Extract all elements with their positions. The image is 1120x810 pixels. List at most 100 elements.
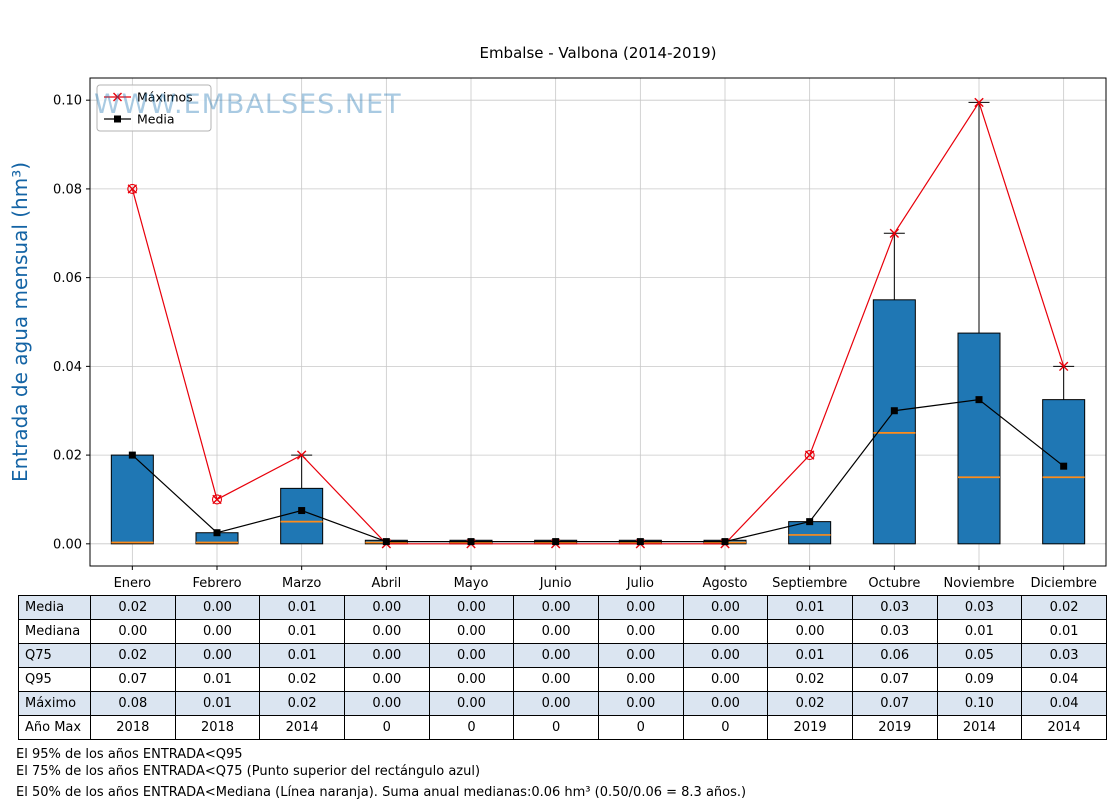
table-cell: 0.00: [90, 619, 176, 644]
plot-border: [89, 77, 1107, 567]
x-tick-label: Noviembre: [944, 576, 1015, 591]
table-cell: 0: [513, 715, 599, 740]
table-cell: 2019: [767, 715, 853, 740]
table-cell: 0.00: [343, 595, 430, 620]
table-cell: 0.00: [428, 691, 515, 716]
table-cell: 0.02: [90, 595, 176, 620]
square-marker: [975, 396, 983, 404]
table-cell: 0.00: [428, 643, 515, 668]
table-cell: 0.01: [767, 595, 853, 620]
x-tick-label: Septiembre: [772, 576, 847, 591]
table-cell: 0.01: [936, 619, 1023, 644]
x-marker: [127, 184, 138, 194]
x-marker: [889, 228, 900, 238]
x-tick-label: Julio: [626, 576, 654, 591]
square-marker: [467, 538, 475, 546]
y-tick-label: 0.08: [53, 182, 82, 197]
legend-label: Media: [137, 112, 175, 127]
table-cell: 2019: [851, 715, 938, 740]
table-cell: 0.07: [851, 691, 938, 716]
table-cell: 2014: [259, 715, 345, 740]
table-cell: 0.00: [343, 619, 430, 644]
y-tick-label: 0.02: [53, 449, 82, 464]
flier-marker: [127, 183, 138, 194]
x-marker: [212, 494, 222, 505]
row-label: Q95: [18, 667, 91, 692]
table-cell: 0.00: [597, 595, 684, 620]
boxplot-chart: 0.00 0.02 0.04 0.06 0.08 0.10 Enero Febrero Marz…: [8, 44, 1107, 591]
table-cell: 0.00: [513, 691, 599, 716]
table-cell: 0.00: [513, 667, 599, 692]
x-tick-label: Mayo: [454, 576, 489, 591]
table-cell: 0.00: [428, 667, 515, 692]
stats-table: Media 0.02 0.00 0.01 0.00 0.00 0.00 0.00 0.00 0.0…: [18, 595, 1107, 740]
table-cell: 0.00: [597, 619, 684, 644]
table-cell: 0.02: [767, 667, 853, 692]
watermark-text: WWW.EMBALSES.NET: [94, 89, 402, 120]
table-row: Máximo 0.08 0.01 0.02 0.00 0.00 0.00 0.00 0.00 0.…: [18, 691, 1107, 716]
row-label: Media: [18, 595, 91, 620]
table-cell: 0.00: [597, 643, 684, 668]
square-marker: [298, 507, 306, 515]
table-cell: 0.10: [936, 691, 1023, 716]
y-axis-label: Entrada de agua mensual (hm³): [8, 162, 32, 482]
square-marker: [806, 518, 814, 526]
plot-area: 0.00 0.02 0.04 0.06 0.08 0.10 Enero Febrero Marz…: [53, 77, 1107, 591]
table-cell: 0.01: [259, 643, 345, 668]
table-row: Año Max 2018 2018 2014 0 0 0 0 0 2019 2019 2014 2014: [18, 715, 1107, 740]
table-cell: 0.03: [936, 595, 1023, 620]
table-row: Q75 0.02 0.00 0.01 0.00 0.00 0.00 0.00 0.00 0.01 0…: [18, 643, 1107, 668]
table-row: Media 0.02 0.00 0.01 0.00 0.00 0.00 0.00 0.00 0.0…: [18, 595, 1107, 620]
y-tick-label: 0.10: [53, 94, 82, 109]
table-cell: 0: [682, 715, 769, 740]
y-tick-label: 0.06: [53, 271, 82, 286]
table-cell: 0.05: [936, 643, 1023, 668]
square-marker: [1060, 462, 1068, 470]
table-cell: 0.01: [767, 643, 853, 668]
x-tick-label: Agosto: [703, 576, 748, 591]
legend-square-marker: [114, 115, 121, 123]
table-cell: 0.01: [259, 619, 345, 644]
table-cell: 0.00: [343, 643, 430, 668]
table-cell: 0.00: [513, 619, 599, 644]
table-cell: 0.02: [259, 667, 345, 692]
footnote-line: El 95% de los años ENTRADA<Q95: [16, 747, 243, 762]
table-cell: 0.01: [1021, 619, 1107, 644]
x-marker: [974, 97, 984, 108]
media-line: [131, 399, 1065, 543]
table-cell: 0.00: [174, 619, 261, 644]
table-cell: 0.03: [851, 619, 938, 644]
table-cell: 0.00: [682, 643, 769, 668]
x-tick-label: Abril: [371, 576, 401, 591]
table-cell: 0.02: [259, 691, 345, 716]
table-cell: 0.00: [682, 691, 769, 716]
x-tick-label: Junio: [539, 576, 572, 591]
flier-marker: [211, 494, 223, 505]
x-tick-label: Octubre: [868, 576, 920, 591]
x-tick-label: Diciembre: [1030, 576, 1096, 591]
x-tick-label: Enero: [114, 576, 152, 591]
square-marker: [213, 529, 221, 537]
table-cell: 0.04: [1021, 667, 1107, 692]
table-cell: 0.00: [343, 691, 430, 716]
footnote-line: El 75% de los años ENTRADA<Q75 (Punto su…: [16, 764, 481, 779]
flier-marker: [804, 450, 815, 461]
table-cell: 0: [343, 715, 430, 740]
x-tick-label: Marzo: [282, 576, 321, 591]
table-cell: 0.00: [682, 619, 769, 644]
table-cell: 0.08: [90, 691, 176, 716]
x-marker: [296, 450, 307, 460]
table-cell: 2014: [936, 715, 1023, 740]
table-cell: 0.07: [851, 667, 938, 692]
table-cell: 2018: [90, 715, 176, 740]
square-marker: [128, 451, 136, 459]
table-cell: 0.00: [682, 667, 769, 692]
table-cell: 0.01: [174, 691, 261, 716]
table-cell: 0.06: [851, 643, 938, 668]
maximos-line: [131, 101, 1065, 545]
square-marker: [382, 538, 390, 546]
square-marker: [552, 538, 560, 546]
table-cell: 2018: [174, 715, 261, 740]
table-cell: 0.00: [428, 595, 515, 620]
row-label: Mediana: [18, 619, 91, 644]
